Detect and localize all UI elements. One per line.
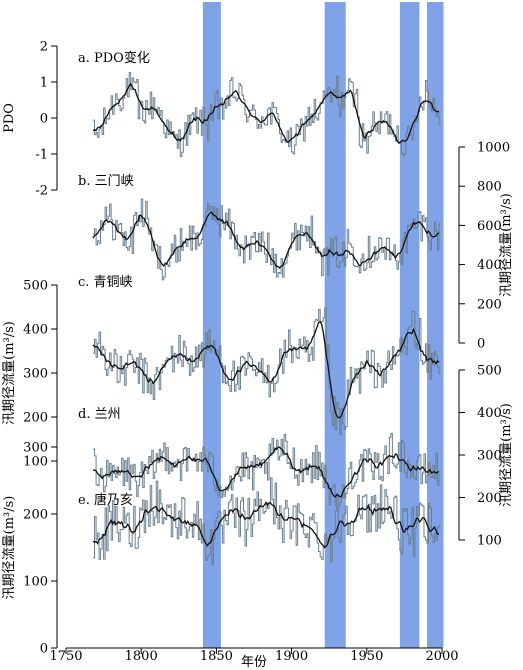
smoothed-series-d <box>92 446 440 498</box>
panel-label-b: b. 三门峡 <box>78 174 134 189</box>
annual-series-b <box>93 198 441 281</box>
x-tick-label: 1800 <box>125 649 158 664</box>
y-tick-label-b: 1000 <box>477 141 510 156</box>
y-tick-label-d: 200 <box>477 491 502 506</box>
x-tick-label: 1850 <box>200 649 233 664</box>
panel-label-e: e. 唐乃亥 <box>78 492 133 508</box>
y-tick-label-d: 500 <box>477 364 502 379</box>
y-tick-label-d: 100 <box>477 534 502 549</box>
axes-layer: -2-1012PDO02004006008001000汛期径流量(m³/s)10… <box>2 40 514 657</box>
y-tick-label-c: 500 <box>23 279 48 294</box>
y-tick-label-c: 300 <box>23 367 48 382</box>
smoothed-series-b <box>92 211 440 270</box>
x-axis-label: 年份 <box>241 655 267 670</box>
y-tick-label-e: 200 <box>23 508 48 523</box>
panel-label-c: c. 青铜峡 <box>78 275 133 290</box>
y-tick-label-b: 0 <box>477 337 485 352</box>
y-tick-label-e: 100 <box>23 575 48 590</box>
y-tick-label-a: 1 <box>40 76 48 91</box>
x-tick-label: 2000 <box>425 649 458 664</box>
x-tick-label: 1900 <box>275 649 308 664</box>
panel-label-a: a. PDO变化 <box>78 50 150 66</box>
annual-series-d <box>93 432 441 507</box>
panel-label-d: d. 兰州 <box>78 407 121 422</box>
y-tick-label-b: 600 <box>477 219 502 234</box>
x-tick-label: 1950 <box>350 649 383 664</box>
annual-series-c <box>93 307 441 436</box>
y-tick-label-b: 800 <box>477 180 502 195</box>
highlight-band-2 <box>324 2 346 648</box>
y-tick-label-c: 400 <box>23 323 48 338</box>
y-tick-label-e: 0 <box>40 642 48 657</box>
highlight-band-3 <box>399 2 420 648</box>
smoothed-series-c <box>92 321 440 419</box>
y-tick-label-b: 200 <box>477 297 502 312</box>
y-tick-label-d: 300 <box>477 449 502 464</box>
y-axis-label-d: 汛期径流量(m³/s) <box>499 403 514 507</box>
y-axis-label-a: PDO <box>2 103 17 133</box>
x-ticks: 1750 1800 1850 1900 1950 2000 <box>49 648 459 664</box>
y-tick-label-a: 2 <box>40 40 48 55</box>
panel-labels: a. PDO变化 b. 三门峡 c. 青铜峡 d. 兰州 e. 唐乃亥 <box>78 50 150 508</box>
y-tick-label-c: 100 <box>23 455 48 470</box>
highlight-bands <box>202 2 444 648</box>
smoothed-series-e <box>92 501 440 549</box>
y-tick-label-d: 400 <box>477 406 502 421</box>
series-layer <box>92 72 441 566</box>
x-tick-label: 1750 <box>49 649 82 664</box>
y-tick-label-b: 400 <box>477 258 502 273</box>
y-axis-label-c: 汛期径流量(m³/s) <box>2 321 17 425</box>
y-tick-label-a: -1 <box>35 148 48 163</box>
annual-series-e <box>93 477 441 566</box>
y-tick-label-a: 0 <box>40 112 48 127</box>
smoothed-series-a <box>92 82 440 144</box>
y-tick-label-a: -2 <box>35 184 48 199</box>
highlight-band-4 <box>426 2 444 648</box>
y-tick-label-c: 200 <box>23 411 48 426</box>
y-axis-label-e: 汛期径流量(m³/s) <box>2 496 17 600</box>
annual-series-a <box>93 72 441 158</box>
y-tick-label-e: 300 <box>23 441 48 456</box>
y-axis-label-b: 汛期径流量(m³/s) <box>499 193 514 297</box>
